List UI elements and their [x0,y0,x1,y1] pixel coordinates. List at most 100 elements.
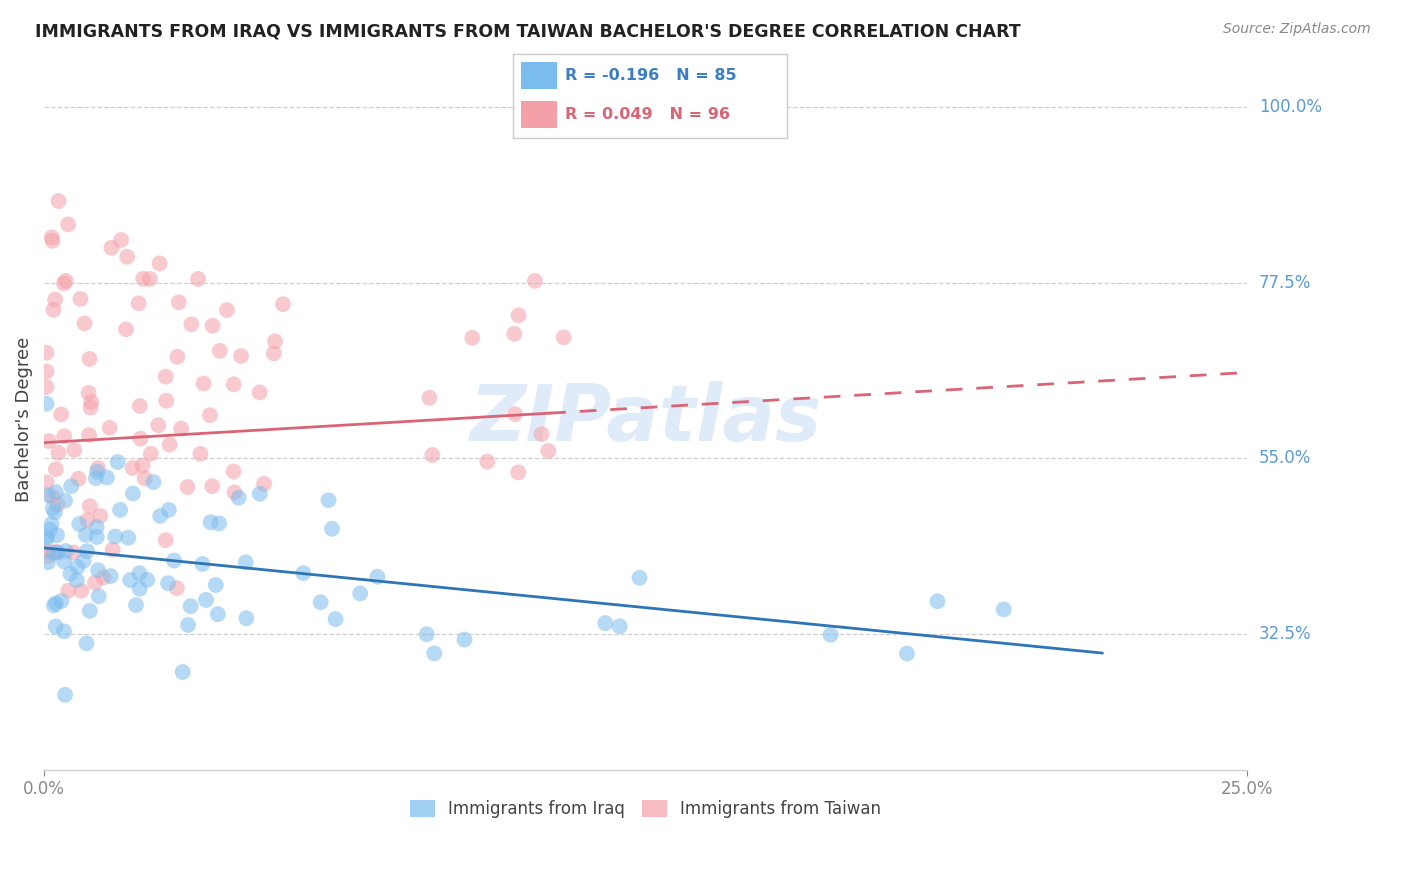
Point [157,503,180,517]
Point [117,531,139,545]
Point [37,555,59,569]
Point [35,529,58,543]
Point [292,566,315,581]
Point [157,576,180,591]
Bar [522,101,557,128]
Point [79,604,101,618]
Point [508,309,530,323]
Text: 100.0%: 100.0% [1258,98,1322,117]
Point [134,471,156,485]
Point [366,570,388,584]
Point [38,434,60,448]
Point [207,607,229,622]
Point [76,544,98,558]
Point [420,448,443,462]
Point [222,465,245,479]
Point [927,594,949,608]
Point [131,458,153,473]
Point [51,594,73,608]
Point [177,618,200,632]
Point [66,574,89,588]
Point [416,627,439,641]
Point [107,455,129,469]
Point [204,578,226,592]
Point [55,274,77,288]
Point [190,447,212,461]
Point [170,421,193,435]
Point [896,647,918,661]
Point [67,516,90,531]
Point [35,532,58,546]
Point [122,486,145,500]
Point [46,498,69,512]
Point [125,598,148,612]
Point [820,628,842,642]
Point [176,480,198,494]
Point [87,461,110,475]
Point [349,586,371,600]
Point [121,461,143,475]
Point [530,427,553,442]
Point [79,351,101,366]
Point [76,513,98,527]
Point [45,544,67,558]
Point [89,508,111,523]
Point [318,493,340,508]
Point [193,376,215,391]
Point [35,475,58,490]
Point [228,491,250,505]
Point [69,292,91,306]
Point [84,471,107,485]
Point [628,571,651,585]
Point [224,485,246,500]
Point [166,350,188,364]
Bar [522,62,557,89]
Point [72,554,94,568]
Text: 77.5%: 77.5% [1258,274,1312,292]
Point [208,516,231,531]
Point [42,599,65,613]
Point [120,573,142,587]
Point [75,528,97,542]
Point [70,583,93,598]
Point [77,386,100,401]
Point [87,563,110,577]
Point [63,442,86,457]
Point [35,345,58,359]
Point [35,380,58,394]
Point [235,555,257,569]
Point [44,505,66,519]
Point [45,619,67,633]
Point [98,421,121,435]
Point [253,476,276,491]
Point [37,544,59,558]
Point [104,529,127,543]
Point [200,515,222,529]
Point [128,566,150,581]
Point [187,272,209,286]
Point [41,489,63,503]
Point [115,322,138,336]
Point [149,508,172,523]
Point [100,241,122,255]
Point [128,399,150,413]
Point [139,447,162,461]
Point [87,590,110,604]
Point [423,646,446,660]
Point [110,233,132,247]
Point [309,595,332,609]
Point [249,487,271,501]
Point [215,303,238,318]
Point [45,596,67,610]
Point [115,250,138,264]
Point [55,544,77,558]
Point [503,326,526,341]
Point [53,688,76,702]
Point [45,462,67,476]
Point [222,377,245,392]
Point [42,302,65,317]
Point [208,343,231,358]
Point [58,583,80,598]
Point [128,296,150,310]
Point [37,549,59,563]
